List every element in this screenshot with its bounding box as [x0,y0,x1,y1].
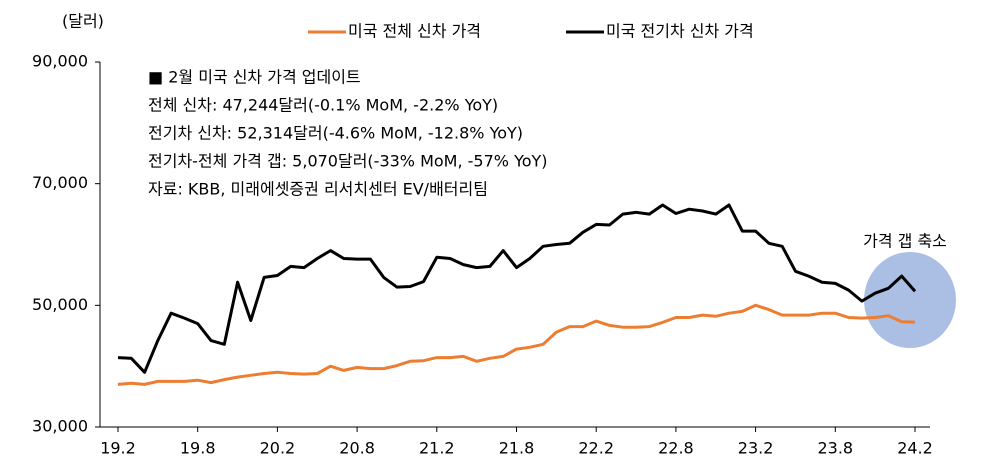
x-tick-label: 19.8 [180,439,216,458]
legend-label: 미국 전체 신차 가격 [348,22,481,41]
x-tick-label: 19.2 [100,439,136,458]
x-tick-label: 21.8 [499,439,535,458]
x-tick-label: 24.2 [897,439,933,458]
annotation: ■ 2월 미국 신차 가격 업데이트 [148,68,361,87]
x-tick-label: 23.2 [738,439,774,458]
annotation: 전기차-전체 가격 갭: 5,070달러(-33% MoM, -57% YoY) [148,152,548,171]
x-tick-label: 22.8 [658,439,694,458]
x-tick-label: 20.8 [339,439,375,458]
y-tick-label: 30,000 [32,417,88,436]
series-line [117,303,916,386]
y-axis-unit: (달러) [62,12,104,31]
x-tick-label: 22.2 [578,439,614,458]
series-line [117,203,917,374]
x-tick-label: 21.2 [419,439,455,458]
x-tick-label: 23.8 [817,439,853,458]
legend-label: 미국 전기차 신차 가격 [606,22,754,41]
y-tick-label: 50,000 [32,295,88,314]
highlight-circle [864,252,956,348]
annotation: 전체 신차: 47,244달러(-0.1% MoM, -2.2% YoY) [148,96,498,115]
x-tick-label: 20.2 [260,439,296,458]
callout: 가격 갭 축소 [863,232,947,251]
y-tick-label: 70,000 [32,173,88,192]
annotation: 전기차 신차: 52,314달러(-4.6% MoM, -12.8% YoY) [148,124,523,143]
y-tick-label: 90,000 [32,52,88,71]
annotation: 자료: KBB, 미래에셋증권 리서치센터 EV/배터리팀 [148,180,488,199]
